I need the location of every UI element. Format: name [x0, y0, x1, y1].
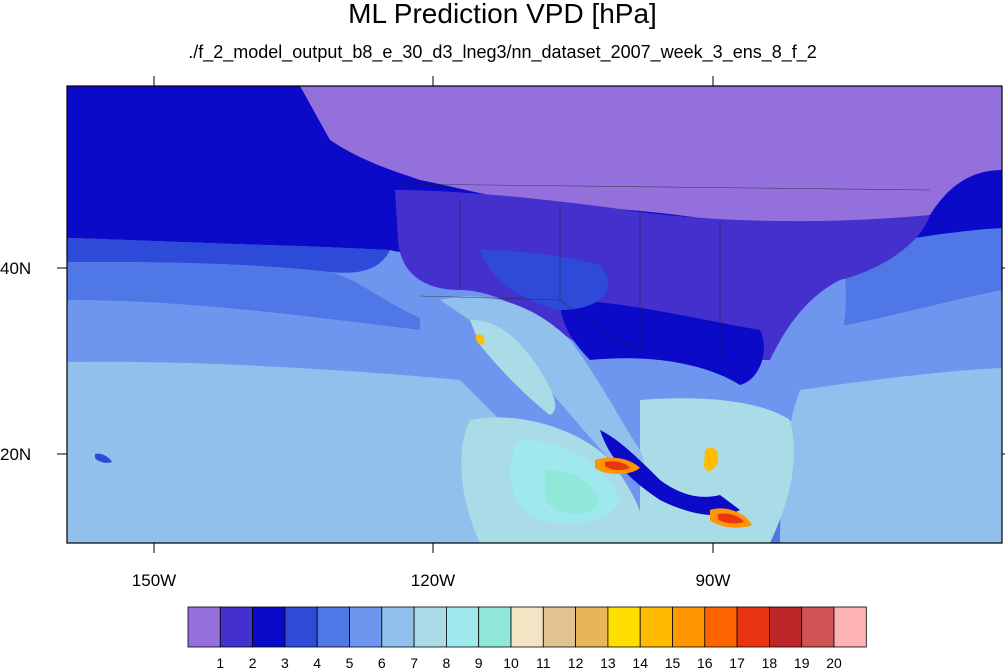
colorbar-label: 18 — [762, 655, 778, 671]
lat-label-20n: 20N — [0, 445, 31, 464]
colorbar-label: 17 — [729, 655, 745, 671]
colorbar-swatch — [672, 606, 706, 648]
lon-label-120w: 120W — [411, 571, 455, 590]
plot-frame — [66, 85, 1003, 544]
colorbar-label: 6 — [378, 655, 386, 671]
colorbar-label: 4 — [313, 655, 321, 671]
colorbar-swatch — [639, 606, 673, 648]
colorbar: 1 2 3 4 5 6 7 8 9 10 11 12 13 14 15 16 17 18 19 20 — [187, 606, 867, 671]
map-title: ML Prediction VPD [hPa] — [348, 0, 657, 29]
colorbar-swatch — [445, 606, 480, 648]
colorbar-swatch — [833, 606, 867, 648]
colorbar-swatch — [736, 606, 770, 648]
colorbar-label: 16 — [697, 655, 713, 671]
colorbar-label: 2 — [249, 655, 257, 671]
colorbar-label: 7 — [410, 655, 418, 671]
colorbar-swatch — [349, 606, 383, 648]
colorbar-swatch — [575, 606, 609, 648]
colorbar-label: 13 — [600, 655, 616, 671]
colorbar-label: 14 — [632, 655, 648, 671]
colorbar-swatch — [316, 606, 350, 648]
colorbar-label: 20 — [826, 655, 842, 671]
colorbar-label: 15 — [665, 655, 681, 671]
colorbar-swatch — [607, 606, 641, 648]
colorbar-swatch — [413, 606, 447, 648]
lat-label-40n: 40N — [0, 259, 31, 278]
colorbar-swatch — [381, 606, 415, 648]
colorbar-swatch — [510, 606, 544, 648]
lon-label-150w: 150W — [132, 571, 176, 590]
map-subtitle: ./f_2_model_output_b8_e_30_d3_lneg3/nn_d… — [188, 42, 817, 62]
colorbar-swatch — [542, 606, 576, 648]
colorbar-label: 12 — [568, 655, 584, 671]
colorbar-label: 8 — [443, 655, 451, 671]
axis-ticks — [57, 76, 1005, 553]
colorbar-label: 10 — [503, 655, 519, 671]
vpd-field — [67, 86, 1002, 543]
colorbar-label: 19 — [794, 655, 810, 671]
colorbar-swatch — [704, 606, 738, 648]
colorbar-swatch — [284, 606, 318, 648]
colorbar-label: 11 — [536, 655, 551, 671]
colorbar-label: 9 — [475, 655, 483, 671]
colorbar-swatch — [219, 606, 254, 648]
colorbar-label: 3 — [281, 655, 289, 671]
colorbar-label: 5 — [346, 655, 354, 671]
colorbar-swatch — [478, 606, 512, 648]
colorbar-swatch — [801, 606, 835, 648]
lon-label-90w: 90W — [696, 571, 731, 590]
colorbar-label: 1 — [216, 655, 224, 671]
colorbar-swatch — [252, 606, 286, 648]
colorbar-swatch — [769, 606, 803, 648]
colorbar-swatch — [187, 606, 221, 648]
